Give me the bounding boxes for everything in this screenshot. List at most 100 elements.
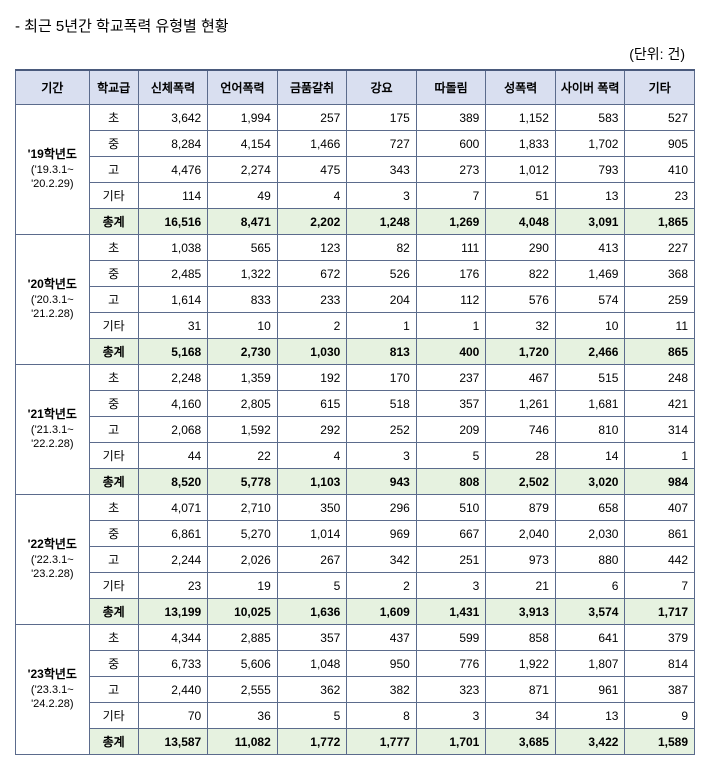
- data-cell: 950: [347, 651, 417, 677]
- data-cell: 813: [347, 339, 417, 365]
- data-cell: 4,048: [486, 209, 556, 235]
- level-cell: 초: [89, 365, 138, 391]
- data-cell: 1,589: [625, 729, 695, 755]
- data-cell: 6: [555, 573, 625, 599]
- data-cell: 2: [347, 573, 417, 599]
- data-cell: 1: [625, 443, 695, 469]
- data-cell: 314: [625, 417, 695, 443]
- level-cell: 초: [89, 235, 138, 261]
- data-cell: 984: [625, 469, 695, 495]
- data-cell: 641: [555, 625, 625, 651]
- data-cell: 1,609: [347, 599, 417, 625]
- data-cell: 10,025: [208, 599, 278, 625]
- data-cell: 3: [347, 443, 417, 469]
- data-cell: 658: [555, 495, 625, 521]
- level-cell: 총계: [89, 599, 138, 625]
- data-table: 기간 학교급 신체폭력 언어폭력 금품갈취 강요 따돌림 성폭력 사이버 폭력 …: [15, 69, 695, 755]
- level-cell: 기타: [89, 443, 138, 469]
- data-cell: 3,574: [555, 599, 625, 625]
- level-cell: 기타: [89, 313, 138, 339]
- data-cell: 111: [416, 235, 486, 261]
- data-cell: 1,592: [208, 417, 278, 443]
- data-cell: 4: [277, 183, 347, 209]
- data-cell: 204: [347, 287, 417, 313]
- data-cell: 1,833: [486, 131, 556, 157]
- data-cell: 233: [277, 287, 347, 313]
- data-cell: 237: [416, 365, 486, 391]
- data-cell: 518: [347, 391, 417, 417]
- level-cell: 고: [89, 417, 138, 443]
- data-cell: 583: [555, 105, 625, 131]
- unit-label: (단위: 건): [15, 44, 695, 64]
- table-row: 기타3110211321011: [16, 313, 695, 339]
- data-cell: 3,642: [138, 105, 208, 131]
- data-cell: 2,068: [138, 417, 208, 443]
- level-cell: 고: [89, 677, 138, 703]
- table-row: '21학년도('21.3.1~'22.2.28)초2,2481,35919217…: [16, 365, 695, 391]
- data-cell: 1,772: [277, 729, 347, 755]
- data-cell: 82: [347, 235, 417, 261]
- period-cell: '22학년도('22.3.1~'23.2.28): [16, 495, 90, 625]
- data-cell: 11,082: [208, 729, 278, 755]
- level-cell: 초: [89, 625, 138, 651]
- header-coercion: 강요: [347, 70, 417, 105]
- period-cell: '19학년도('19.3.1~'20.2.29): [16, 105, 90, 235]
- data-cell: 5,606: [208, 651, 278, 677]
- data-cell: 1,720: [486, 339, 556, 365]
- data-cell: 387: [625, 677, 695, 703]
- period-cell: '23학년도('23.3.1~'24.2.28): [16, 625, 90, 755]
- data-cell: 357: [277, 625, 347, 651]
- data-cell: 209: [416, 417, 486, 443]
- data-cell: 13,587: [138, 729, 208, 755]
- data-cell: 1,014: [277, 521, 347, 547]
- data-cell: 746: [486, 417, 556, 443]
- data-cell: 7: [416, 183, 486, 209]
- data-cell: 1,431: [416, 599, 486, 625]
- data-cell: 2,885: [208, 625, 278, 651]
- data-cell: 2,710: [208, 495, 278, 521]
- data-cell: 2,555: [208, 677, 278, 703]
- level-cell: 중: [89, 391, 138, 417]
- data-cell: 1,248: [347, 209, 417, 235]
- data-cell: 13,199: [138, 599, 208, 625]
- data-cell: 410: [625, 157, 695, 183]
- data-cell: 822: [486, 261, 556, 287]
- data-cell: 2,274: [208, 157, 278, 183]
- data-cell: 727: [347, 131, 417, 157]
- data-cell: 6,733: [138, 651, 208, 677]
- data-cell: 70: [138, 703, 208, 729]
- data-cell: 576: [486, 287, 556, 313]
- data-cell: 389: [416, 105, 486, 131]
- data-cell: 379: [625, 625, 695, 651]
- header-extortion: 금품갈취: [277, 70, 347, 105]
- table-row: 총계16,5168,4712,2021,2481,2694,0483,0911,…: [16, 209, 695, 235]
- level-cell: 총계: [89, 469, 138, 495]
- data-cell: 273: [416, 157, 486, 183]
- data-cell: 1,269: [416, 209, 486, 235]
- data-cell: 1,717: [625, 599, 695, 625]
- data-cell: 4,154: [208, 131, 278, 157]
- data-cell: 343: [347, 157, 417, 183]
- table-header: 기간 학교급 신체폭력 언어폭력 금품갈취 강요 따돌림 성폭력 사이버 폭력 …: [16, 70, 695, 105]
- header-verbal: 언어폭력: [208, 70, 278, 105]
- data-cell: 1,922: [486, 651, 556, 677]
- data-cell: 2,030: [555, 521, 625, 547]
- level-cell: 초: [89, 495, 138, 521]
- data-cell: 1: [416, 313, 486, 339]
- level-cell: 초: [89, 105, 138, 131]
- data-cell: 10: [208, 313, 278, 339]
- table-row: 기타442243528141: [16, 443, 695, 469]
- data-cell: 8,284: [138, 131, 208, 157]
- data-cell: 1,681: [555, 391, 625, 417]
- data-cell: 342: [347, 547, 417, 573]
- data-cell: 6,861: [138, 521, 208, 547]
- data-cell: 1,994: [208, 105, 278, 131]
- table-row: 기타11449437511323: [16, 183, 695, 209]
- data-cell: 16,516: [138, 209, 208, 235]
- table-row: 총계13,58711,0821,7721,7771,7013,6853,4221…: [16, 729, 695, 755]
- level-cell: 고: [89, 547, 138, 573]
- data-cell: 565: [208, 235, 278, 261]
- table-body: '19학년도('19.3.1~'20.2.29)초3,6421,99425717…: [16, 105, 695, 755]
- data-cell: 8: [347, 703, 417, 729]
- table-row: 기타23195232167: [16, 573, 695, 599]
